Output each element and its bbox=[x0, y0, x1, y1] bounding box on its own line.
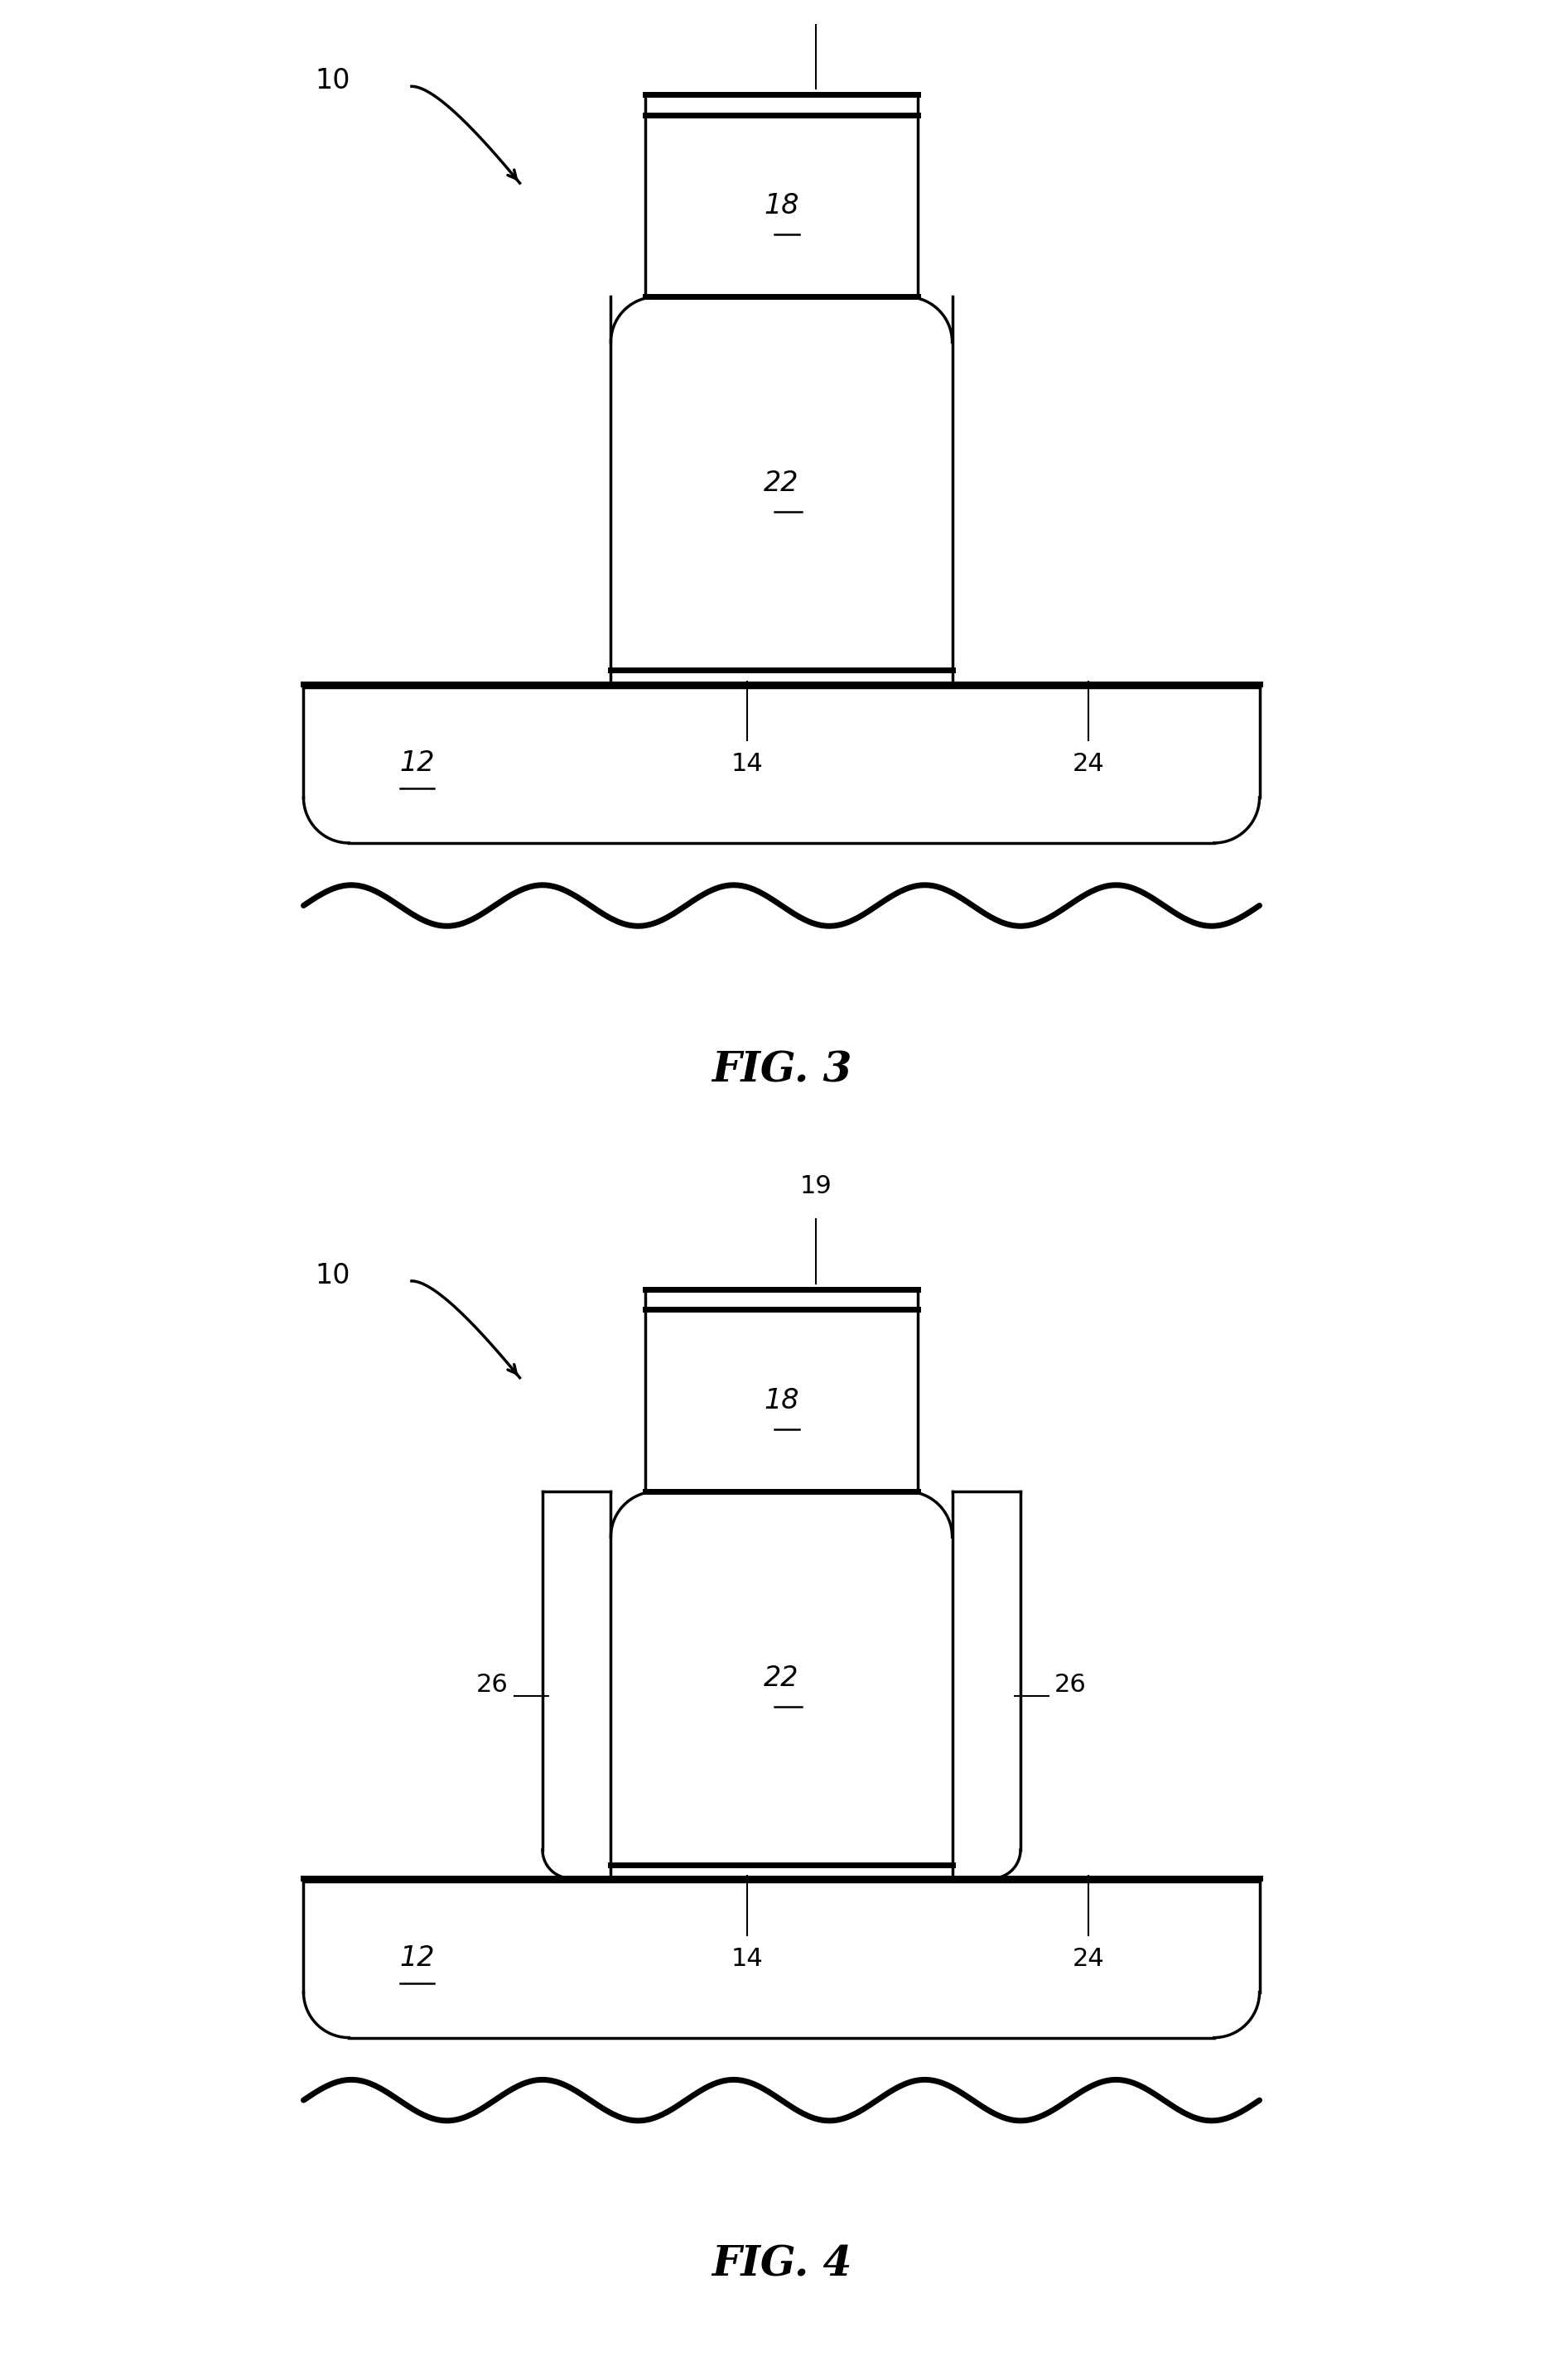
Text: 18: 18 bbox=[764, 1388, 799, 1414]
Text: 24: 24 bbox=[1072, 1947, 1105, 1971]
Text: 18: 18 bbox=[764, 193, 799, 219]
Text: 24: 24 bbox=[1072, 752, 1105, 776]
Text: 12: 12 bbox=[400, 1944, 435, 1971]
Text: 12: 12 bbox=[400, 750, 435, 776]
Text: 14: 14 bbox=[731, 1947, 763, 1971]
Text: 26: 26 bbox=[1055, 1673, 1086, 1697]
Text: 14: 14 bbox=[731, 752, 763, 776]
Text: 22: 22 bbox=[764, 1664, 799, 1692]
Text: FIG. 4: FIG. 4 bbox=[711, 2244, 852, 2285]
Text: 10: 10 bbox=[314, 67, 350, 95]
Text: 26: 26 bbox=[477, 1673, 508, 1697]
Text: 19: 19 bbox=[800, 0, 832, 2]
Text: 19: 19 bbox=[800, 1173, 832, 1197]
Text: FIG. 3: FIG. 3 bbox=[711, 1050, 852, 1090]
Text: 22: 22 bbox=[764, 469, 799, 497]
Text: 10: 10 bbox=[314, 1261, 350, 1290]
